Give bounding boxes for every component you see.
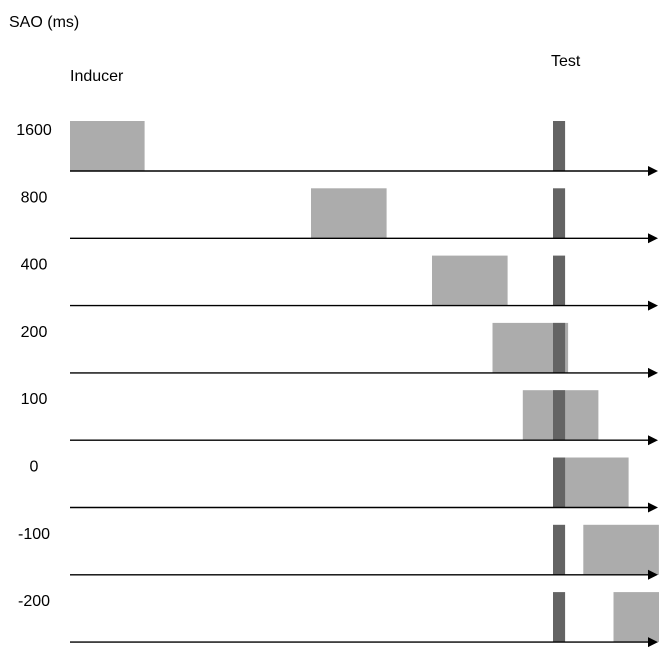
timeline-row: -100 [18, 524, 659, 580]
inducer-bar [70, 121, 145, 171]
time-axis-arrow-icon [648, 637, 658, 648]
time-axis-arrow-icon [648, 435, 658, 446]
timeline-row: 100 [21, 390, 658, 446]
sao-row-label: 1600 [16, 122, 52, 139]
time-axis-arrow-icon [648, 569, 658, 580]
test-bar [553, 390, 566, 441]
sao-row-label: 100 [21, 391, 48, 408]
time-axis-arrow-icon [648, 166, 658, 176]
time-axis-arrow-icon [648, 367, 658, 378]
inducer-label: Inducer [70, 68, 124, 85]
sao-row-label: -100 [18, 526, 50, 543]
inducer-bar [613, 592, 659, 643]
timeline-row: 0 [30, 457, 658, 513]
test-bar [553, 524, 566, 575]
inducer-bar [583, 524, 659, 575]
test-bar [553, 457, 566, 508]
timeline-row: 400 [21, 255, 658, 311]
timeline-row: 800 [21, 188, 658, 244]
timeline-row: 200 [21, 322, 658, 378]
test-bar [553, 592, 566, 643]
inducer-bar [432, 255, 508, 306]
timeline-rows: 1600 800 400 200 100 0 -100 -200 [16, 121, 659, 648]
test-bar [553, 322, 566, 373]
timeline-row: -200 [18, 592, 659, 648]
axis-title: SAO (ms) [9, 14, 79, 31]
sao-row-label: -200 [18, 593, 50, 610]
test-bar [553, 121, 566, 171]
inducer-bar [311, 188, 387, 239]
test-bar [553, 188, 566, 239]
sao-row-label: 400 [21, 257, 48, 274]
sao-row-label: 200 [21, 324, 48, 341]
time-axis-arrow-icon [648, 300, 658, 311]
test-label: Test [551, 53, 581, 70]
inducer-bar [553, 457, 629, 508]
sao-row-label: 800 [21, 189, 48, 206]
timeline-row: 1600 [16, 121, 658, 176]
time-axis-arrow-icon [648, 502, 658, 513]
test-bar [553, 255, 566, 306]
sao-row-label: 0 [30, 459, 39, 476]
time-axis-arrow-icon [648, 233, 658, 244]
